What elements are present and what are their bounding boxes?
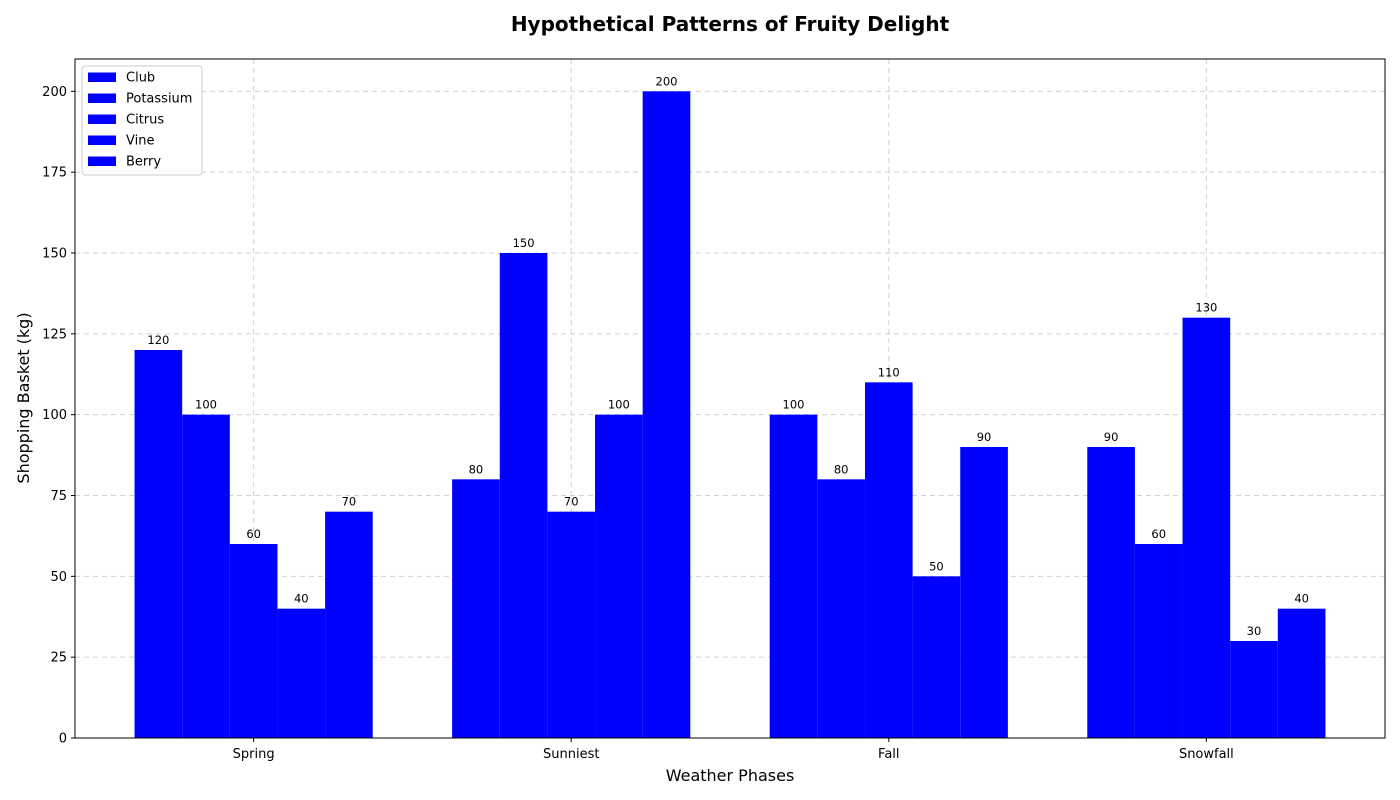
- data-label: 130: [1195, 301, 1217, 315]
- data-label: 100: [783, 398, 805, 412]
- x-axis-label: Weather Phases: [666, 766, 795, 785]
- y-tick-label: 100: [42, 408, 67, 423]
- data-label: 90: [1104, 430, 1119, 444]
- legend-box: [81, 65, 203, 176]
- data-label: 30: [1247, 624, 1262, 638]
- bar-potassium-snowfall: [1134, 544, 1183, 738]
- data-label: 100: [195, 398, 217, 412]
- data-label: 40: [294, 592, 309, 606]
- bar-club-snowfall: [1087, 447, 1135, 738]
- bar-vine-spring: [277, 608, 326, 738]
- y-tick-label: 200: [42, 85, 67, 100]
- data-label: 80: [834, 462, 849, 476]
- y-tick-label: 125: [42, 327, 67, 342]
- data-label: 120: [147, 333, 169, 347]
- x-tick-label: Fall: [878, 747, 899, 762]
- data-label: 100: [608, 398, 630, 412]
- legend-swatch: [88, 135, 116, 145]
- data-label: 90: [977, 430, 992, 444]
- bar-vine-sunniest: [595, 414, 643, 738]
- y-axis-label: Shopping Basket (kg): [14, 312, 33, 483]
- bar-berry-spring: [325, 511, 373, 738]
- data-label: 70: [564, 495, 579, 509]
- legend: Club Potassium Citrus Vine Berry: [81, 65, 203, 176]
- legend-swatch: [88, 156, 116, 166]
- x-tick-label: Spring: [233, 747, 275, 762]
- legend-swatch: [88, 114, 116, 124]
- bar-club-sunniest: [452, 479, 500, 738]
- data-labels: 120 80 100 90 100 150 80 60 60 70 110 130 40 100 50 30 7…: [147, 74, 1309, 638]
- bar-club-spring: [134, 350, 183, 738]
- bar-vine-fall: [912, 576, 961, 738]
- bar-vine-snowfall: [1230, 641, 1278, 738]
- bar-potassium-sunniest: [499, 253, 548, 738]
- bar-potassium-fall: [817, 479, 865, 738]
- chart-title: Hypothetical Patterns of Fruity Delight: [511, 12, 950, 36]
- y-tick-label: 25: [50, 651, 67, 666]
- x-tick-label: Snowfall: [1179, 747, 1234, 762]
- legend-swatch: [88, 72, 116, 82]
- data-label: 60: [246, 527, 261, 541]
- x-tick-label: Sunniest: [543, 747, 599, 762]
- bar-citrus-spring: [229, 544, 278, 738]
- bars: [134, 91, 1326, 739]
- y-tick-label: 175: [42, 166, 67, 181]
- bar-potassium-spring: [182, 414, 230, 738]
- data-label: 150: [513, 236, 535, 250]
- data-label: 70: [342, 495, 357, 509]
- bar-citrus-fall: [864, 382, 913, 738]
- legend-swatch: [88, 93, 116, 103]
- legend-item-berry: Berry: [126, 155, 161, 170]
- legend-item-potassium: Potassium: [126, 92, 192, 107]
- bar-citrus-sunniest: [547, 511, 596, 738]
- data-label: 50: [929, 559, 944, 573]
- data-label: 40: [1294, 592, 1309, 606]
- plot-area: [74, 58, 1386, 739]
- legend-item-vine: Vine: [126, 134, 154, 149]
- y-tick-label: 0: [59, 732, 67, 747]
- bar-berry-snowfall: [1277, 608, 1326, 738]
- y-tick-label: 75: [50, 489, 67, 504]
- data-label: 80: [469, 462, 484, 476]
- data-label: 200: [656, 74, 678, 88]
- legend-item-citrus: Citrus: [126, 113, 164, 128]
- bar-citrus-snowfall: [1182, 317, 1231, 738]
- data-label: 60: [1151, 527, 1166, 541]
- data-label: 110: [878, 365, 900, 379]
- y-tick-label: 150: [42, 247, 67, 262]
- x-axis: Spring Sunniest Fall Snowfall: [233, 738, 1234, 762]
- bar-club-fall: [769, 414, 818, 738]
- bar-berry-sunniest: [642, 91, 691, 739]
- y-axis: 0 25 50 75 100 125 150 175 200: [42, 85, 75, 747]
- legend-item-club: Club: [126, 71, 155, 86]
- y-tick-label: 50: [50, 570, 67, 585]
- bar-berry-fall: [960, 447, 1008, 738]
